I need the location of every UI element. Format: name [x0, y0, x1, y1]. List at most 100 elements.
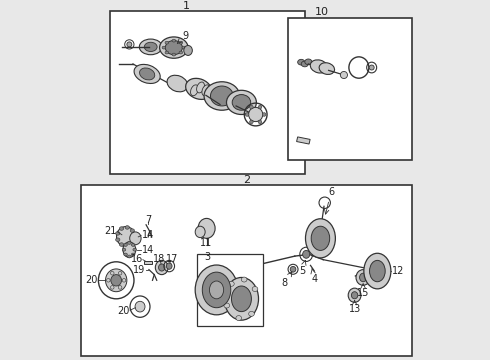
Ellipse shape	[105, 269, 127, 292]
Ellipse shape	[305, 237, 310, 240]
Ellipse shape	[248, 311, 254, 316]
Text: 17: 17	[166, 254, 178, 264]
Polygon shape	[296, 137, 310, 144]
Ellipse shape	[120, 227, 123, 230]
Ellipse shape	[123, 242, 136, 257]
Ellipse shape	[341, 71, 347, 78]
Text: 20: 20	[85, 275, 98, 285]
Ellipse shape	[133, 248, 137, 251]
Text: 21: 21	[104, 226, 117, 236]
Ellipse shape	[228, 281, 234, 286]
Ellipse shape	[184, 45, 193, 55]
Ellipse shape	[312, 222, 316, 225]
Ellipse shape	[303, 251, 310, 258]
Ellipse shape	[186, 78, 212, 99]
Ellipse shape	[167, 263, 172, 269]
Text: 5: 5	[299, 260, 306, 276]
Ellipse shape	[130, 232, 141, 245]
Ellipse shape	[124, 243, 127, 246]
Ellipse shape	[369, 260, 385, 282]
Ellipse shape	[364, 253, 391, 289]
Ellipse shape	[310, 60, 328, 73]
Ellipse shape	[117, 226, 135, 247]
Ellipse shape	[116, 238, 120, 242]
Ellipse shape	[172, 53, 175, 56]
Bar	[197, 254, 263, 325]
Ellipse shape	[226, 90, 256, 114]
Ellipse shape	[122, 248, 126, 251]
Ellipse shape	[369, 65, 374, 70]
Ellipse shape	[165, 40, 182, 55]
Ellipse shape	[127, 242, 131, 244]
Ellipse shape	[159, 264, 165, 271]
Text: 12: 12	[392, 266, 404, 276]
Text: 1: 1	[183, 1, 190, 11]
Ellipse shape	[211, 86, 233, 106]
Ellipse shape	[232, 95, 251, 110]
Bar	[288, 18, 412, 160]
Ellipse shape	[224, 278, 259, 320]
Ellipse shape	[248, 107, 263, 122]
Text: 13: 13	[348, 301, 361, 314]
Ellipse shape	[172, 39, 175, 42]
Ellipse shape	[204, 82, 240, 110]
Ellipse shape	[297, 59, 305, 65]
Ellipse shape	[155, 260, 168, 275]
Ellipse shape	[144, 42, 157, 51]
Ellipse shape	[305, 59, 312, 65]
Polygon shape	[144, 261, 152, 264]
Ellipse shape	[179, 41, 183, 44]
Text: 15: 15	[357, 284, 369, 298]
Ellipse shape	[319, 63, 335, 75]
Text: 3: 3	[205, 252, 211, 262]
Ellipse shape	[162, 46, 166, 49]
Ellipse shape	[331, 237, 335, 240]
Ellipse shape	[258, 105, 262, 109]
Ellipse shape	[351, 292, 358, 299]
Ellipse shape	[116, 231, 120, 235]
Ellipse shape	[131, 243, 135, 246]
Ellipse shape	[305, 219, 335, 258]
Ellipse shape	[127, 255, 131, 258]
Ellipse shape	[132, 235, 137, 238]
Ellipse shape	[165, 41, 169, 44]
Bar	[110, 10, 305, 174]
Ellipse shape	[290, 266, 296, 272]
Ellipse shape	[356, 270, 370, 285]
Ellipse shape	[325, 251, 329, 255]
Ellipse shape	[140, 68, 155, 80]
Ellipse shape	[130, 241, 134, 244]
Ellipse shape	[125, 244, 129, 247]
Ellipse shape	[209, 281, 223, 299]
Text: 7: 7	[145, 215, 151, 225]
Ellipse shape	[127, 42, 132, 47]
Ellipse shape	[196, 82, 204, 93]
Text: 16: 16	[131, 253, 143, 264]
Ellipse shape	[195, 226, 205, 238]
Ellipse shape	[125, 226, 129, 229]
Ellipse shape	[111, 275, 122, 286]
Ellipse shape	[245, 113, 249, 116]
Ellipse shape	[182, 46, 186, 49]
Ellipse shape	[202, 85, 210, 96]
Text: 6: 6	[324, 187, 334, 214]
Ellipse shape	[360, 273, 367, 282]
Ellipse shape	[202, 272, 231, 308]
Ellipse shape	[263, 113, 266, 116]
Ellipse shape	[139, 39, 162, 55]
Ellipse shape	[258, 120, 262, 124]
Text: 4: 4	[311, 269, 318, 284]
Text: 11: 11	[200, 238, 213, 248]
Ellipse shape	[301, 61, 308, 67]
Ellipse shape	[236, 316, 242, 320]
Ellipse shape	[249, 105, 253, 109]
Ellipse shape	[179, 51, 183, 54]
Ellipse shape	[191, 85, 198, 96]
Text: 19: 19	[133, 265, 146, 275]
Ellipse shape	[120, 243, 123, 246]
Ellipse shape	[325, 222, 329, 225]
Text: 14: 14	[142, 230, 154, 240]
Ellipse shape	[312, 251, 316, 255]
Text: 2: 2	[243, 175, 250, 185]
Ellipse shape	[241, 277, 247, 282]
